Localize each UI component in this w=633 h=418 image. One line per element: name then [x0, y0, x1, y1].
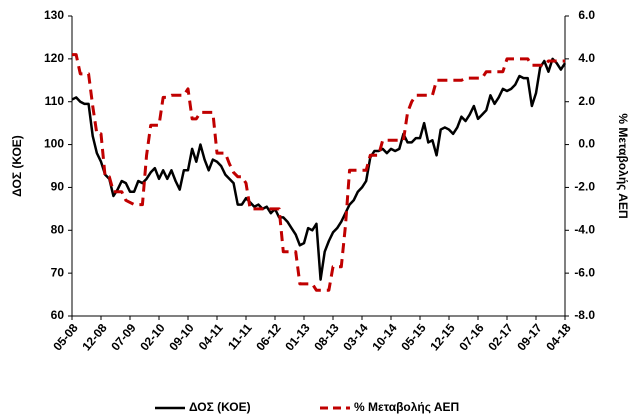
y2-tick-label: 4.0 — [578, 51, 595, 65]
y-tick-label: 110 — [45, 94, 65, 108]
x-tick-label: 12-08 — [79, 321, 110, 354]
x-tick-label: 10-14 — [369, 321, 400, 354]
legend-label: % Μεταβολής ΑΕΠ — [354, 400, 459, 414]
y2-axis-label: % Μεταβολής ΑΕΠ — [616, 113, 630, 218]
series-line — [72, 53, 565, 292]
y2-tick-label: -2.0 — [574, 180, 595, 194]
y2-tick-label: -8.0 — [574, 308, 595, 322]
y2-tick-label: -4.0 — [574, 222, 595, 236]
x-tick-label: 06-12 — [253, 321, 284, 354]
y2-tick-label: 0.0 — [578, 137, 595, 151]
x-tick-label: 07-16 — [456, 321, 487, 354]
y-tick-label: 120 — [44, 51, 64, 65]
x-tick-label: 01-13 — [282, 321, 313, 354]
x-tick-label: 03-14 — [340, 321, 371, 354]
x-tick-label: 12-15 — [427, 321, 458, 354]
x-tick-label: 05-15 — [398, 321, 429, 354]
x-tick-label: 02-17 — [485, 321, 516, 354]
x-tick-label: 02-10 — [137, 321, 168, 354]
series-line — [71, 57, 567, 281]
x-tick-label: 09-17 — [514, 321, 545, 354]
y2-tick-label: -6.0 — [574, 265, 595, 279]
y-tick-label: 70 — [51, 265, 65, 279]
y-tick-label: 80 — [51, 222, 65, 236]
y-tick-label: 90 — [51, 180, 65, 194]
y-tick-label: 60 — [51, 308, 65, 322]
x-tick-label: 11-11 — [225, 321, 255, 353]
y2-tick-label: 6.0 — [578, 8, 595, 22]
x-tick-label: 04-18 — [543, 321, 574, 354]
y-tick-label: 100 — [44, 137, 64, 151]
y-axis-label: ΔΟΣ (ΚΟΕ) — [10, 135, 24, 197]
x-tick-label: 05-08 — [50, 321, 81, 354]
x-tick-label: 09-10 — [166, 321, 197, 354]
legend-label: ΔΟΣ (ΚΟΕ) — [189, 400, 251, 414]
x-tick-label: 08-13 — [311, 321, 342, 354]
y2-tick-label: 2.0 — [578, 94, 595, 108]
y-tick-label: 130 — [44, 8, 64, 22]
x-tick-label: 04-11 — [196, 321, 226, 353]
x-tick-label: 07-09 — [108, 321, 139, 354]
